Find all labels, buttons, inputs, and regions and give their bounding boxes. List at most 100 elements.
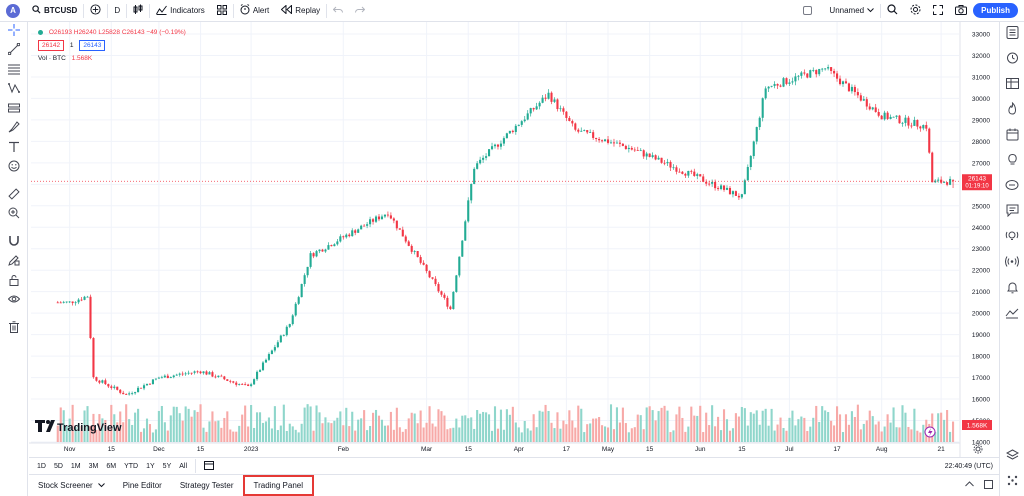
symbol-search[interactable]: BTCUSD [26, 0, 83, 22]
candle [583, 129, 586, 132]
candle [68, 301, 71, 304]
range-1y[interactable]: 1Y [146, 462, 155, 470]
candle [369, 216, 372, 228]
range-5y[interactable]: 5Y [162, 462, 172, 470]
interval-button[interactable]: D [108, 0, 126, 22]
lock-drawings-tool[interactable] [0, 272, 28, 292]
projection-tool[interactable] [0, 100, 28, 120]
redo-button[interactable] [349, 0, 371, 22]
range-1d[interactable]: 1D [37, 462, 46, 470]
candle [660, 157, 663, 164]
compare-button[interactable] [84, 0, 107, 22]
hide-drawings-tool[interactable] [0, 292, 28, 312]
emoji-tool[interactable] [0, 159, 28, 179]
watchlist-button[interactable] [1000, 22, 1024, 48]
gear-icon[interactable] [973, 444, 983, 454]
candle [315, 250, 318, 258]
remove-drawings-tool[interactable] [0, 319, 28, 339]
candle [309, 250, 312, 269]
layouts-button[interactable] [211, 0, 233, 22]
stay-drawing-tool[interactable] [0, 253, 28, 273]
indicators-icon [156, 5, 168, 17]
indicators-button[interactable]: Indicators [150, 0, 211, 22]
price-chart[interactable]: 3300032000310003000029000280002700026000… [29, 22, 995, 457]
candle [812, 67, 815, 73]
volume-bar [479, 413, 482, 442]
candle [380, 214, 384, 220]
settings-button[interactable] [904, 0, 927, 22]
sell-price-button[interactable]: 26142 [38, 40, 65, 51]
alerts-button[interactable] [1000, 48, 1024, 74]
maximize-icon[interactable] [984, 480, 993, 491]
range-5d[interactable]: 5D [53, 462, 63, 470]
volume-bar [681, 417, 684, 442]
zoom-tool[interactable] [0, 206, 28, 226]
layout-select[interactable]: Unnamed [797, 0, 880, 22]
tradingview-logo[interactable]: TradingView [35, 420, 122, 434]
streams-button[interactable] [1000, 201, 1024, 227]
y-tick-label: 27000 [972, 160, 990, 167]
lock-icon [8, 273, 20, 291]
notifications-button[interactable] [1000, 277, 1024, 303]
tab-pine-editor[interactable]: Pine Editor [114, 475, 171, 496]
magnet-tool[interactable] [0, 233, 28, 253]
chevron-up-icon[interactable] [965, 480, 974, 491]
ideas-button[interactable] [1000, 150, 1024, 176]
goto-date-button[interactable] [200, 460, 218, 472]
signals-button[interactable] [1000, 252, 1024, 278]
range-all[interactable]: All [179, 462, 188, 470]
buy-price-button[interactable]: 26143 [79, 40, 106, 51]
volume-bar [372, 412, 375, 442]
range-6m[interactable]: 6M [106, 462, 117, 470]
pattern-tool[interactable] [0, 81, 28, 101]
fib-tool[interactable] [0, 61, 28, 81]
volume-bar [895, 427, 898, 442]
undo-button[interactable] [327, 0, 349, 22]
volume-bar [583, 432, 586, 442]
fullscreen-button[interactable] [927, 0, 949, 22]
candle [160, 375, 163, 379]
volume-bar [556, 412, 559, 442]
chart-type-button[interactable] [127, 0, 149, 22]
trendline-tool[interactable] [0, 42, 28, 62]
broadcast-button[interactable] [1000, 226, 1024, 252]
divider [149, 3, 151, 18]
publish-button[interactable]: Publish [973, 3, 1018, 18]
range-ytd[interactable]: YTD [124, 462, 139, 470]
quick-search-button[interactable] [881, 0, 904, 22]
top-toolbar: A BTCUSD D Indicators [0, 0, 1024, 22]
help-button[interactable] [1000, 471, 1024, 496]
chart-pane[interactable]: 3300032000310003000029000280002700026000… [29, 22, 995, 457]
clock-timezone[interactable]: 22:40:49 (UTC) [944, 462, 993, 470]
crosshair-tool[interactable] [0, 22, 28, 42]
tab-strategy-tester[interactable]: Strategy Tester [171, 475, 243, 496]
tab-trading-panel[interactable]: Trading Panel [242, 475, 315, 496]
volume-bar [169, 415, 172, 442]
calendar-icon [204, 461, 215, 472]
volume-bar [270, 428, 273, 442]
candle [137, 385, 140, 393]
measure-tool[interactable] [0, 186, 28, 206]
layers-button[interactable] [1000, 445, 1024, 471]
user-avatar[interactable]: A [6, 3, 20, 18]
candle [833, 68, 836, 77]
chats-button[interactable] [1000, 175, 1024, 201]
candle [148, 383, 152, 385]
trading-button[interactable] [1000, 303, 1024, 329]
range-1m[interactable]: 1M [70, 462, 81, 470]
tab-stock-screener[interactable]: Stock Screener [29, 475, 114, 496]
calendar-button[interactable] [1000, 124, 1024, 150]
alert-button[interactable]: Alert [234, 0, 275, 22]
ruler-icon [7, 187, 20, 205]
brush-tool[interactable] [0, 120, 28, 140]
snapshot-button[interactable] [949, 0, 973, 22]
text-tool[interactable] [0, 139, 28, 159]
undo-icon [332, 6, 344, 16]
lightning-icon[interactable] [924, 426, 936, 438]
replay-button[interactable]: Replay [275, 0, 326, 22]
volume-bar [785, 430, 788, 442]
data-window-button[interactable] [1000, 73, 1024, 99]
range-3m[interactable]: 3M [88, 462, 99, 470]
hotlists-button[interactable] [1000, 99, 1024, 125]
volume-bar [488, 414, 491, 442]
